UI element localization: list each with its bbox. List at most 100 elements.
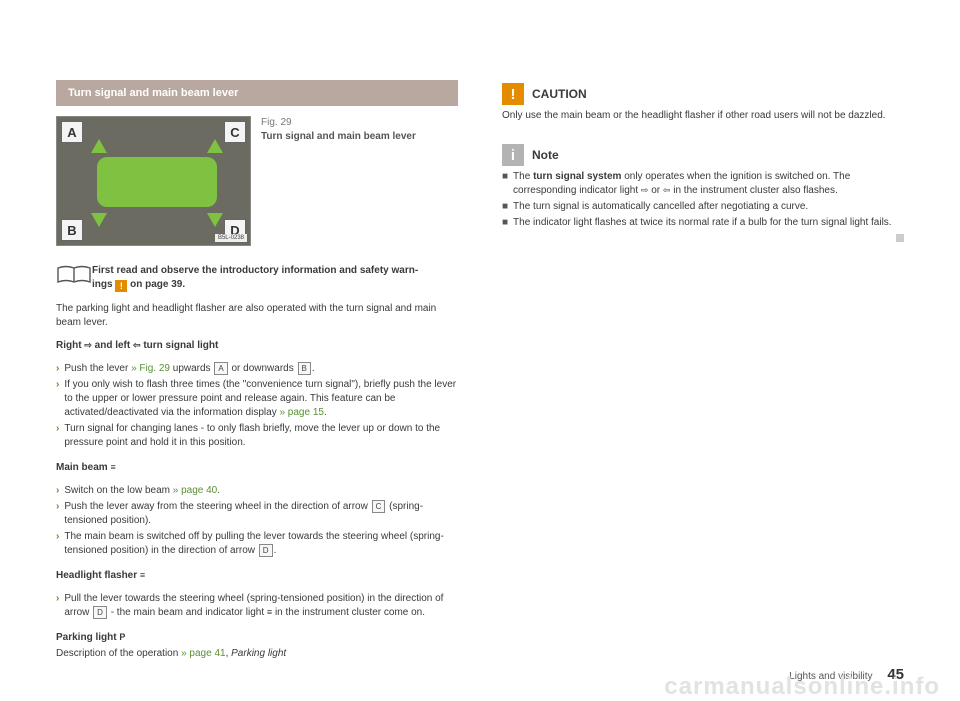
arrow-b xyxy=(91,213,107,227)
flash-bullets: › Pull the lever towards the steering wh… xyxy=(56,592,458,622)
turn-b3-text: Turn signal for changing lanes - to only… xyxy=(64,422,458,450)
main-b2-pre: Push the lever away from the steering wh… xyxy=(64,501,370,512)
chevron-icon: › xyxy=(56,530,59,558)
list-item: › Switch on the low beam » page 40. xyxy=(56,484,458,498)
turn-b1-post: . xyxy=(312,363,315,374)
section-title-bar: Turn signal and main beam lever xyxy=(56,80,458,106)
heading-main-text: Main beam xyxy=(56,462,110,473)
heading-flash-text: Headlight flasher xyxy=(56,570,140,581)
figure-label-b: B xyxy=(61,219,83,241)
turn-b1-mid2: or downwards xyxy=(229,363,297,374)
box-letter-d: D xyxy=(93,606,107,619)
note-header: i Note xyxy=(502,144,904,166)
park-italic: Parking light xyxy=(231,648,286,659)
figure-image: A B C D B5L-0238 xyxy=(56,116,251,246)
turn-b2-post: . xyxy=(324,407,327,418)
figure-number: Fig. 29 xyxy=(261,117,292,128)
heading-flasher: Headlight flasher ≡ xyxy=(56,569,458,583)
caution-icon: ! xyxy=(502,83,524,105)
chevron-icon: › xyxy=(56,500,59,528)
watermark: carmanualsonline.info xyxy=(664,673,940,701)
flasher-icon: ≡ xyxy=(140,570,145,580)
chevron-icon: › xyxy=(56,362,59,376)
note-b1-post: in the instrument cluster also flashes. xyxy=(670,185,837,196)
intro-line2-post: on page 39. xyxy=(127,279,185,290)
heading-turn-post: turn signal light xyxy=(141,340,219,351)
note-b1-mid2: or xyxy=(648,185,662,196)
page-ref-link[interactable]: » page 40 xyxy=(173,485,218,496)
main-b3-pre: The main beam is switched off by pulling… xyxy=(64,531,443,556)
note-b3-text: The indicator light flashes at twice its… xyxy=(513,217,892,228)
box-letter-a: A xyxy=(214,362,227,375)
warn-inline-icon: ! xyxy=(115,280,127,292)
right-column: ! CAUTION Only use the main beam or the … xyxy=(480,80,904,677)
list-item: › The main beam is switched off by pulli… xyxy=(56,530,458,558)
note-title: Note xyxy=(532,148,559,162)
figure-caption-text: Turn signal and main beam lever xyxy=(261,131,416,142)
heading-main-beam: Main beam ≡ xyxy=(56,461,458,475)
turn-bullets: › Push the lever » Fig. 29 upwards A or … xyxy=(56,362,458,452)
heading-turn-signal: Right ⇨ and left ⇦ turn signal light xyxy=(56,339,458,353)
main-b3-post: . xyxy=(274,545,277,556)
heading-parking: Parking light P xyxy=(56,631,458,645)
park-pre: Description of the operation xyxy=(56,648,181,659)
heading-turn-pre: Right xyxy=(56,340,84,351)
list-item: › Pull the lever towards the steering wh… xyxy=(56,592,458,620)
parking-icon: P xyxy=(119,632,125,642)
section-end-marker xyxy=(896,234,904,242)
page-ref-link[interactable]: » page 15 xyxy=(279,407,324,418)
arrow-c xyxy=(207,139,223,153)
flash-b1-post: in the instrument cluster come on. xyxy=(272,607,425,618)
turn-b1-pre: Push the lever xyxy=(64,363,131,374)
intro-line1: First read and observe the introductory … xyxy=(92,265,418,276)
parking-desc: Description of the operation » page 41, … xyxy=(56,647,458,661)
list-item: ■ The turn signal is automatically cance… xyxy=(502,200,904,214)
figure-label-c: C xyxy=(224,121,246,143)
note-b2-text: The turn signal is automatically cancell… xyxy=(513,200,808,214)
list-item: › If you only wish to flash three times … xyxy=(56,378,458,420)
arrow-a xyxy=(91,139,107,153)
left-column: Turn signal and main beam lever A B C D … xyxy=(56,80,480,677)
note-icon: i xyxy=(502,144,524,166)
box-letter-c: C xyxy=(372,500,386,513)
arrow-d xyxy=(207,213,223,227)
box-letter-b: B xyxy=(298,362,311,375)
main-b1-post: . xyxy=(217,485,220,496)
caution-title: CAUTION xyxy=(532,87,587,101)
caution-header: ! CAUTION xyxy=(502,83,904,105)
square-bullet-icon: ■ xyxy=(502,170,508,198)
list-item: › Turn signal for changing lanes - to on… xyxy=(56,422,458,450)
turn-b1-mid: upwards xyxy=(170,363,213,374)
turn-b2-text: If you only wish to flash three times (t… xyxy=(64,379,456,418)
note-bullets: ■ The turn signal system only operates w… xyxy=(502,170,904,244)
figure-caption: Fig. 29 Turn signal and main beam lever xyxy=(261,116,416,143)
chevron-icon: › xyxy=(56,422,59,450)
figure-label-a: A xyxy=(61,121,83,143)
list-item: › Push the lever » Fig. 29 upwards A or … xyxy=(56,362,458,376)
list-item: › Push the lever away from the steering … xyxy=(56,500,458,528)
intro-text: First read and observe the introductory … xyxy=(92,264,418,292)
caution-text: Only use the main beam or the headlight … xyxy=(502,109,904,123)
page-ref-link[interactable]: » page 41 xyxy=(181,648,226,659)
figure-row: A B C D B5L-0238 Fig. 29 Turn signal and… xyxy=(56,116,458,246)
para1: The parking light and headlight flasher … xyxy=(56,302,458,330)
chevron-icon: › xyxy=(56,378,59,420)
square-bullet-icon: ■ xyxy=(502,200,508,214)
book-icon xyxy=(56,264,92,286)
square-bullet-icon: ■ xyxy=(502,216,508,242)
chevron-icon: › xyxy=(56,592,59,620)
fig-ref-link[interactable]: » Fig. 29 xyxy=(131,363,170,374)
box-letter-d: D xyxy=(259,544,273,557)
list-item: ■ The indicator light flashes at twice i… xyxy=(502,216,904,242)
main-b1-pre: Switch on the low beam xyxy=(64,485,172,496)
right-arrow-icon: ⇨ xyxy=(84,340,92,350)
intro-line2-pre: ings xyxy=(92,279,115,290)
main-beam-icon: ≡ xyxy=(110,462,115,472)
flash-b1-mid: - the main beam and indicator light xyxy=(108,607,267,618)
left-arrow-icon: ⇦ xyxy=(133,340,141,350)
page-root: Turn signal and main beam lever A B C D … xyxy=(0,0,960,701)
chevron-icon: › xyxy=(56,484,59,498)
heading-park-text: Parking light xyxy=(56,632,119,643)
figure-code: B5L-0238 xyxy=(215,234,247,242)
lever-graphic xyxy=(97,157,217,207)
